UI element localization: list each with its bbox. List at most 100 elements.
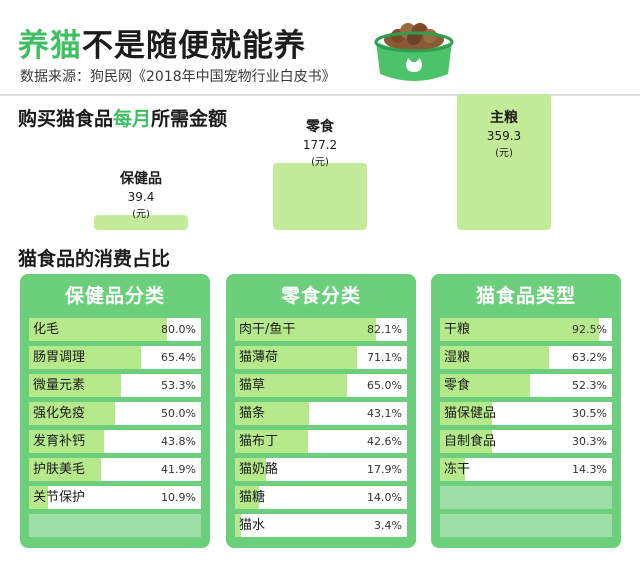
share-row-label: 冻干 <box>444 462 471 477</box>
spend-bar-1 <box>273 162 367 230</box>
header-divider <box>0 94 640 96</box>
share-row-value: 63.2% <box>572 351 607 364</box>
share-bar-fill <box>235 514 241 537</box>
share-row-label: 湿粮 <box>444 350 471 365</box>
spend-value-label-1: 177.2 <box>303 138 337 152</box>
share-row-value: 52.3% <box>572 379 607 392</box>
title-rest: 不是随便就能养 <box>82 28 306 64</box>
share-row-label: 强化免疫 <box>33 406 86 421</box>
spend-bar-2 <box>457 94 551 230</box>
share-row-label: 自制食品 <box>444 434 497 449</box>
spend-value-label-0: 39.4 <box>128 190 155 204</box>
share-bar-fill <box>235 318 377 341</box>
spend-value-label-2: 359.3 <box>487 129 521 143</box>
share-bar-fill <box>440 402 493 425</box>
monthly-spend-bar-chart: 保健品 39.4 (元) 零食 177.2 (元) 主粮 359.3 (元) <box>94 94 551 230</box>
cat-food-type-panel: 猫食品类型 干粮 92.5% 湿粮 63.2% 零食 52.3% 猫保健品 30.5% 自制食品… <box>431 274 621 548</box>
spend-title-pre: 购买猫食品 <box>18 108 114 130</box>
spend-category-label-0: 保健品 <box>119 170 162 187</box>
share-row: 零食 52.3% <box>440 374 612 397</box>
share-row: 护肤美毛 41.9% <box>29 458 201 481</box>
panel-title: 猫食品类型 <box>475 285 576 307</box>
share-row: 关节保护 10.9% <box>29 486 201 509</box>
spend-unit-label-0: (元) <box>132 209 150 220</box>
spend-bar-0 <box>94 215 188 230</box>
share-bar-fill <box>235 430 309 453</box>
share-row-label: 发育补钙 <box>33 434 86 449</box>
share-row-label: 微量元素 <box>33 378 86 393</box>
share-row-label: 猫布丁 <box>239 434 279 449</box>
share-row: 冻干 14.3% <box>440 458 612 481</box>
share-row: 猫糖 14.0% <box>235 486 407 509</box>
share-row-label: 猫水 <box>239 518 266 533</box>
share-row: 化毛 80.0% <box>29 318 201 341</box>
share-row: 湿粮 63.2% <box>440 346 612 369</box>
share-row-label: 化毛 <box>33 322 60 337</box>
share-bar-fill <box>440 374 530 397</box>
spend-unit-label-1: (元) <box>311 157 329 168</box>
spend-title-accent: 每月 <box>113 108 152 130</box>
spend-title-post: 所需金额 <box>151 108 228 130</box>
share-bar-fill <box>29 374 121 397</box>
share-bar-fill <box>29 318 167 341</box>
share-bar-fill <box>29 430 105 453</box>
share-bar-fill <box>29 402 115 425</box>
share-bar-fill <box>235 374 347 397</box>
share-row-value: 14.3% <box>572 463 607 476</box>
share-row: 猫条 43.1% <box>235 402 407 425</box>
share-bar-fill <box>440 458 465 481</box>
share-row-value: 14.0% <box>367 491 402 504</box>
supplement-category-panel: 保健品分类 化毛 80.0% 肠胃调理 65.4% 微量元素 53.3% 强化免疫 50.0%… <box>20 274 210 548</box>
share-row: 强化免疫 50.0% <box>29 402 201 425</box>
share-row-value: 30.3% <box>572 435 607 448</box>
share-row: 肠胃调理 65.4% <box>29 346 201 369</box>
share-row-value: 71.1% <box>367 351 402 364</box>
title-accent: 养猫 <box>18 28 82 64</box>
cat-food-bowl-icon <box>374 23 454 81</box>
share-bar-fill <box>29 458 102 481</box>
header: 养猫不是随便就能养 数据来源：狗民网《2018年中国宠物行业白皮书》 <box>0 0 640 94</box>
panel-rows: 化毛 80.0% 肠胃调理 65.4% 微量元素 53.3% 强化免疫 50.0% 发育补钙 43… <box>20 318 210 537</box>
share-bar-fill <box>235 458 266 481</box>
share-row-value: 3.4% <box>374 519 402 532</box>
share-row: 猫布丁 42.6% <box>235 430 407 453</box>
share-row: 微量元素 53.3% <box>29 374 201 397</box>
share-row-label: 护肤美毛 <box>33 462 86 477</box>
share-row-value: 65.4% <box>161 351 196 364</box>
share-row: 猫薄荷 71.1% <box>235 346 407 369</box>
share-bar-fill <box>235 402 310 425</box>
share-row-label: 肉干/鱼干 <box>239 322 296 337</box>
share-row-value: 80.0% <box>161 323 196 336</box>
share-row-label: 肠胃调理 <box>33 350 86 365</box>
share-bar-fill <box>440 318 600 341</box>
share-row-label: 猫保健品 <box>444 406 497 421</box>
share-row-value: 50.0% <box>161 407 196 420</box>
panel-rows: 肉干/鱼干 82.1% 猫薄荷 71.1% 猫草 65.0% 猫条 43.1% 猫布丁 42.6%… <box>226 318 416 537</box>
share-row-label: 猫条 <box>239 406 266 421</box>
share-bar-fill <box>440 430 493 453</box>
share-row-label: 猫薄荷 <box>239 350 279 365</box>
empty-row <box>29 514 201 537</box>
share-row: 发育补钙 43.8% <box>29 430 201 453</box>
share-section-title: 猫食品的消费占比 <box>18 248 171 270</box>
share-bar-fill <box>440 346 549 369</box>
share-row-label: 猫糖 <box>239 490 266 505</box>
share-row-value: 42.6% <box>367 435 402 448</box>
panel-title: 零食分类 <box>280 285 361 307</box>
share-row: 自制食品 30.3% <box>440 430 612 453</box>
share-row-value: 43.8% <box>161 435 196 448</box>
spend-category-label-2: 主粮 <box>490 109 519 126</box>
share-bar-fill <box>235 486 260 509</box>
share-row-value: 30.5% <box>572 407 607 420</box>
share-row-label: 猫奶酪 <box>239 462 279 477</box>
share-bar-fill <box>29 346 142 369</box>
share-bar-fill <box>235 346 358 369</box>
snack-category-panel: 零食分类 肉干/鱼干 82.1% 猫薄荷 71.1% 猫草 65.0% 猫条 43.1% 猫布丁… <box>226 274 416 548</box>
share-row-value: 10.9% <box>161 491 196 504</box>
empty-row <box>440 514 612 537</box>
share-row: 干粮 92.5% <box>440 318 612 341</box>
data-source: 数据来源：狗民网《2018年中国宠物行业白皮书》 <box>20 69 336 85</box>
share-row-value: 41.9% <box>161 463 196 476</box>
panel-rows: 干粮 92.5% 湿粮 63.2% 零食 52.3% 猫保健品 30.5% 自制食品 30.3% 冻… <box>431 318 621 537</box>
empty-row <box>440 486 612 509</box>
